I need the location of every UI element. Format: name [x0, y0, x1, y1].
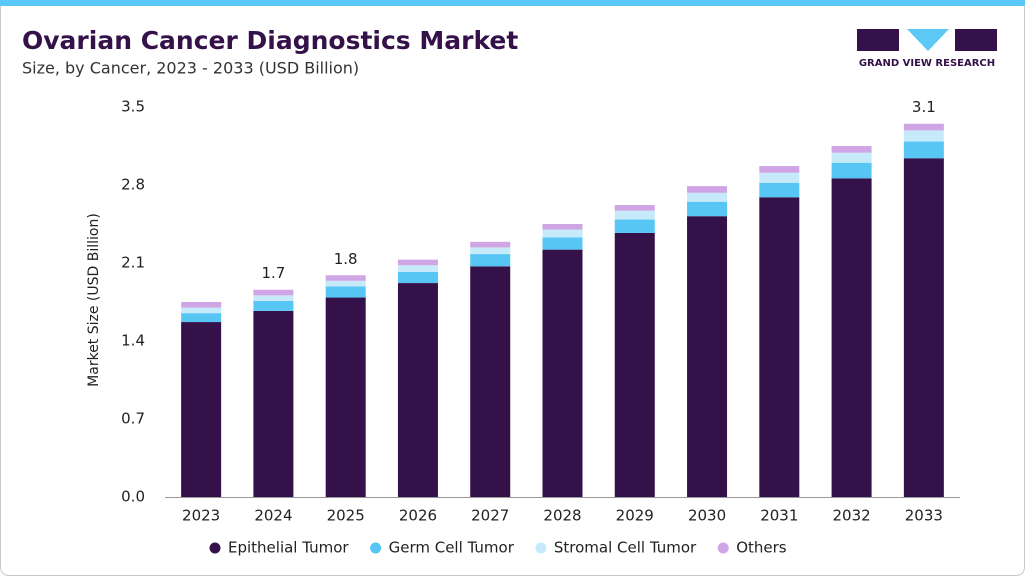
bar-segment: [614, 205, 655, 211]
legend-label: Stromal Cell Tumor: [554, 539, 697, 557]
bar-segment: [614, 210, 655, 220]
legend-swatch: [209, 542, 221, 554]
bar-segment: [470, 266, 511, 497]
bar-segment: [614, 232, 655, 497]
bar-segment: [253, 300, 294, 311]
bar-segment: [614, 219, 655, 233]
total-label: 1.8: [334, 250, 358, 268]
bar-segment: [470, 241, 511, 248]
bar-segment: [542, 249, 583, 497]
y-axis-label: Market Size (USD Billion): [86, 213, 102, 387]
y-tick-label: 0.0: [121, 488, 145, 506]
x-tick-label: 2026: [399, 507, 437, 525]
bar-segment: [759, 182, 800, 198]
bar-segment: [687, 216, 728, 497]
bar-segment: [542, 229, 583, 238]
y-tick-label: 1.4: [121, 332, 145, 350]
y-tick-label: 0.7: [121, 410, 145, 428]
x-tick-label: 2024: [254, 507, 292, 525]
x-tick-label: 2025: [327, 507, 365, 525]
logo-text: GRAND VIEW RESEARCH: [859, 58, 995, 69]
logo-block: [955, 29, 997, 51]
bar-segment: [181, 302, 222, 308]
bar-segment: [759, 172, 800, 183]
bar-segment: [325, 286, 366, 298]
legend-swatch: [535, 542, 547, 554]
bar-segment: [470, 254, 511, 267]
bar-segment: [325, 275, 366, 281]
bar-segment: [831, 146, 872, 153]
logo: GRAND VIEW RESEARCH: [857, 29, 997, 69]
legend-label: Germ Cell Tumor: [389, 539, 515, 557]
top-stripe: [0, 0, 1025, 6]
bar-segment: [903, 123, 944, 131]
x-tick-label: 2028: [543, 507, 581, 525]
bar-segment: [470, 247, 511, 255]
bar-segment: [759, 197, 800, 497]
bar-segment: [253, 310, 294, 497]
y-tick-label: 3.5: [121, 98, 145, 116]
bar-segment: [397, 265, 438, 272]
x-tick-label: 2029: [616, 507, 654, 525]
bar-segment: [687, 186, 728, 193]
bar-segment: [397, 259, 438, 266]
bar-segment: [397, 283, 438, 497]
bar-segment: [325, 280, 366, 287]
x-tick-label: 2033: [905, 507, 943, 525]
bar-segment: [181, 307, 222, 314]
bar-segment: [831, 152, 872, 163]
bar-segment: [181, 322, 222, 497]
y-tick-label: 2.1: [121, 254, 145, 272]
x-tick-label: 2027: [471, 507, 509, 525]
x-tick-label: 2031: [760, 507, 798, 525]
bar-segment: [181, 313, 222, 323]
bar-segment: [831, 178, 872, 498]
bar-segment: [831, 162, 872, 179]
bar-segment: [903, 130, 944, 142]
chart-subtitle: Size, by Cancer, 2023 - 2033 (USD Billio…: [22, 59, 359, 78]
logo-block: [857, 29, 899, 51]
bar-segment: [542, 224, 583, 230]
legend-swatch: [717, 542, 729, 554]
bar-segment: [903, 141, 944, 159]
bar-segment: [759, 166, 800, 173]
bar-segment: [253, 295, 294, 301]
bar-segment: [253, 289, 294, 296]
bar-segment: [903, 158, 944, 497]
legend-label: Epithelial Tumor: [228, 539, 349, 557]
y-tick-label: 2.8: [121, 176, 145, 194]
x-tick-label: 2030: [688, 507, 726, 525]
legend-swatch: [370, 542, 382, 554]
x-tick-label: 2023: [182, 507, 220, 525]
legend-label: Others: [736, 539, 787, 557]
bar-segment: [542, 237, 583, 250]
bar-segment: [325, 297, 366, 497]
bar-segment: [397, 271, 438, 284]
logo-block: [907, 29, 949, 51]
total-label: 3.1: [912, 98, 936, 116]
bar-segment: [687, 192, 728, 202]
total-label: 1.7: [261, 264, 285, 282]
bar-segment: [687, 201, 728, 217]
x-tick-label: 2032: [832, 507, 870, 525]
chart-title: Ovarian Cancer Diagnostics Market: [22, 26, 518, 55]
